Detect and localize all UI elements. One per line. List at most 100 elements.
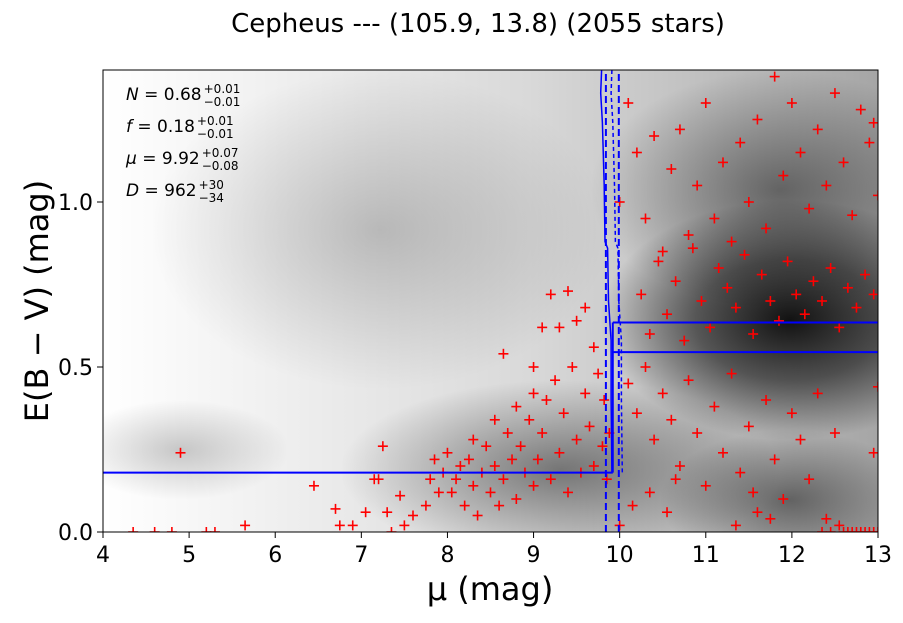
scatter-point: [679, 335, 690, 346]
scatter-point: [554, 447, 565, 458]
annotation-value: D = 962: [126, 181, 197, 201]
scatter-point: [674, 461, 685, 471]
scatter-point: [128, 527, 139, 532]
scatter-point: [748, 329, 759, 339]
scatter-point: [528, 388, 539, 399]
annotation-lower-error: −0.01: [197, 127, 234, 141]
scatter-point: [829, 428, 840, 438]
scatter-point: [825, 527, 836, 532]
scatter-point: [201, 527, 212, 532]
scatter-point: [386, 527, 397, 532]
scatter-point: [588, 461, 599, 471]
chart-title: Cepheus --- (105.9, 13.8) (2055 stars): [231, 9, 725, 39]
scatter-point: [420, 500, 431, 511]
scatter-point: [511, 494, 522, 504]
scatter-point: [756, 269, 767, 280]
scatter-point: [662, 507, 673, 518]
scatter-point: [812, 124, 823, 135]
scatter-point: [821, 513, 832, 524]
fit-annotation: μ = 9.92 +0.07−0.08: [125, 146, 239, 173]
scatter-point: [408, 510, 418, 521]
y-axis-label: E(B − V) (mag): [18, 180, 56, 422]
scatter-point: [511, 401, 522, 412]
distance-pdf-curve: [599, 70, 613, 473]
scatter-point: [571, 315, 582, 326]
annotation-upper-error: +0.01: [197, 114, 234, 128]
scatter-point: [786, 98, 797, 108]
scatter-point: [860, 269, 871, 280]
scatter-point: [459, 500, 470, 511]
scatter-point: [692, 180, 703, 191]
scatter-point: [442, 447, 453, 458]
scatter-point: [765, 296, 776, 306]
scatter-point: [868, 117, 878, 128]
scatter-point: [395, 490, 406, 501]
fit-annotations: N = 0.68 +0.01−0.01f = 0.18 +0.01−0.01μ = …: [125, 82, 240, 205]
scatter-point: [700, 480, 711, 491]
scatter-point: [692, 428, 703, 438]
scatter-point: [644, 329, 655, 339]
scatter-point: [748, 487, 759, 498]
scatter-point: [446, 487, 457, 498]
scatter-point: [873, 381, 878, 392]
x-axis: 4 5 6 7 8 9 10 11 12 13: [96, 532, 892, 568]
scatter-point: [468, 480, 479, 491]
scatter-point: [468, 434, 479, 445]
scatter-point: [209, 527, 220, 532]
scatter-point: [718, 447, 728, 458]
scatter-point: [653, 256, 664, 267]
scatter-point: [175, 447, 186, 458]
scatter-point: [666, 164, 677, 174]
scatter-point: [873, 190, 878, 201]
scatter-point: [481, 441, 492, 452]
scatter-point: [489, 414, 500, 425]
annotation-lower-error: −0.01: [204, 95, 241, 109]
annotation-lower-error: −34: [199, 191, 224, 205]
scatter-point: [640, 362, 651, 372]
scatter-point: [597, 441, 608, 452]
scatter-point: [791, 289, 802, 300]
scatter-point: [868, 527, 878, 532]
scatter-point: [558, 408, 569, 419]
scatter-point: [683, 375, 694, 386]
plot-area: [103, 70, 878, 532]
scatter-point: [377, 441, 388, 452]
scatter-point: [649, 434, 660, 445]
scatter-point: [360, 507, 371, 518]
fit-annotation: D = 962 +30−34: [126, 178, 224, 205]
scatter-point: [240, 520, 251, 531]
scatter-point: [666, 414, 677, 425]
scatter-point: [550, 375, 561, 386]
scatter-point: [834, 322, 845, 333]
scatter-point: [563, 286, 573, 297]
scatter-point: [739, 249, 750, 260]
scatter-point: [563, 487, 573, 498]
x-tick-label: 7: [354, 543, 368, 568]
scatter-point: [847, 527, 858, 532]
scatter-point: [532, 454, 543, 465]
scatter-point: [700, 98, 711, 108]
scatter-point: [817, 296, 828, 306]
scatter-point: [636, 289, 647, 300]
scatter-point: [330, 503, 341, 514]
scatter-point: [743, 197, 754, 207]
scatter-point: [528, 362, 539, 372]
scatter-point: [769, 454, 780, 465]
fit-annotation: N = 0.68 +0.01−0.01: [126, 82, 240, 109]
scatter-point: [347, 520, 358, 531]
scatter-point: [433, 487, 444, 498]
scatter-point: [864, 527, 875, 532]
y-tick-label: 1.0: [58, 191, 93, 216]
density-blob-corner: [660, 430, 878, 532]
scatter-point: [472, 510, 483, 521]
x-tick-label: 8: [440, 543, 454, 568]
scatter-point: [640, 213, 651, 224]
scatter-point: [761, 395, 772, 405]
scatter-point: [399, 520, 410, 531]
scatter-point: [855, 104, 866, 115]
scatter-point: [735, 467, 746, 478]
distance-pdf-curve-upper: [610, 70, 624, 473]
scatter-point: [502, 428, 513, 438]
